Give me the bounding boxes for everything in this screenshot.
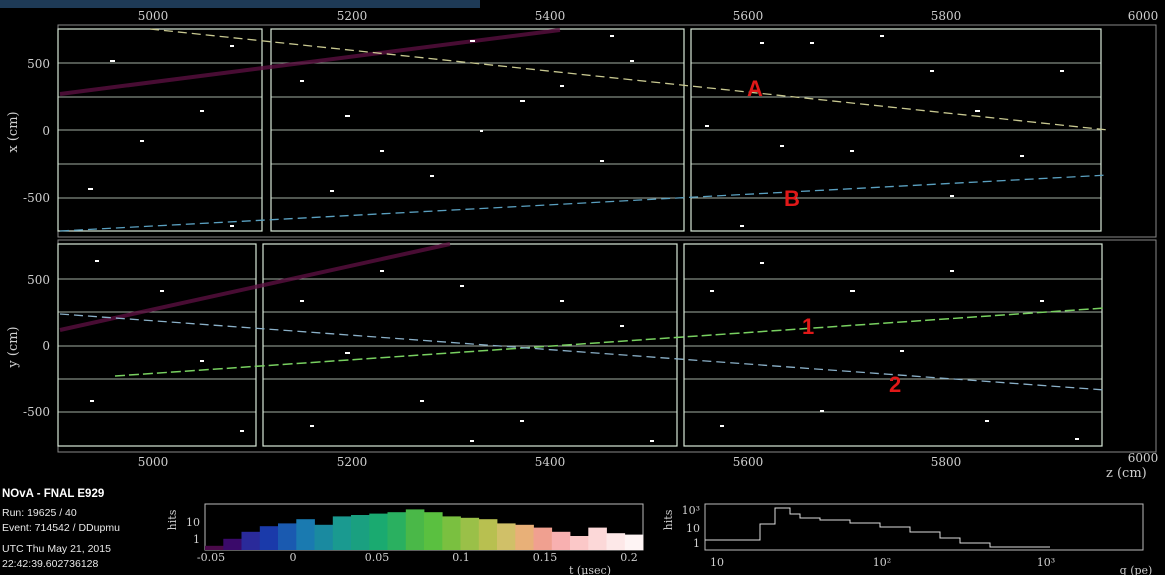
- time-hist-bar: [533, 527, 553, 550]
- time-hist-bar: [570, 536, 589, 550]
- yview-noise-hits: [90, 260, 1079, 442]
- run-number: Run: 19625 / 40: [2, 507, 77, 519]
- charge-hist-line: [705, 507, 1050, 548]
- event-number: Event: 714542 / DDupmu: [2, 522, 120, 534]
- xview-ytick: 0: [42, 124, 50, 138]
- charge-hist-ylabel: hits: [662, 509, 675, 530]
- yview-modules: [57, 243, 1103, 447]
- time-hist-xtick: -0.05: [197, 551, 225, 564]
- time-hist-bar: [278, 523, 297, 550]
- annotation-A: A: [747, 76, 763, 101]
- top-tick: 5200: [337, 9, 368, 23]
- charge-hist-ytick: 1: [693, 537, 700, 550]
- top-tick: 6000: [1128, 9, 1159, 23]
- z-axis-label: z (cm): [1106, 466, 1147, 481]
- detector-module: [262, 243, 678, 447]
- time-hist-xtick: 0.1: [452, 551, 470, 564]
- top-tick: 5600: [733, 9, 764, 23]
- time-hist-bar: [314, 524, 334, 550]
- xview-noise-hits: [88, 35, 1064, 227]
- event-time: 22:42:39.602736128: [2, 558, 99, 570]
- time-hist-bar: [387, 512, 407, 550]
- track-1: [114, 307, 1106, 377]
- top-tick: 5400: [535, 9, 566, 23]
- time-hist-bar: [551, 531, 571, 550]
- top-band: [0, 0, 480, 8]
- time-hist-bar: [624, 534, 644, 550]
- detector-module: [57, 243, 257, 447]
- bottom-tick: 5000: [138, 455, 169, 469]
- bottom-tick: 5600: [733, 455, 764, 469]
- event-date: UTC Thu May 21, 2015: [2, 543, 111, 555]
- top-tick: 5000: [138, 9, 169, 23]
- charge-hist-xtick: 10³: [1037, 556, 1055, 569]
- yview-ylabel: y (cm): [6, 326, 21, 368]
- track-2: [59, 313, 1106, 391]
- yview-ytick: 0: [42, 339, 50, 353]
- charge-hist-ytick: 10: [686, 522, 700, 535]
- time-hist-bar: [405, 509, 425, 550]
- yview-ytick: -500: [23, 405, 50, 419]
- time-hist-bars: [205, 509, 644, 550]
- track-cosmic-purple: [59, 28, 561, 96]
- xview-ytick: 500: [27, 57, 50, 71]
- time-hist-bar: [223, 538, 242, 550]
- bottom-tick: 5800: [931, 455, 962, 469]
- xview-ylabel: x (cm): [6, 111, 21, 152]
- time-hist-bar: [205, 545, 224, 550]
- annotation-2: 2: [889, 372, 901, 397]
- xview-frame: [57, 24, 1157, 238]
- time-hist-xtick: 0.05: [365, 551, 390, 564]
- time-hist-ytick: 1: [193, 533, 200, 546]
- track-B: [59, 174, 1109, 232]
- time-histogram: hits 10 1 -0.05 0 0.05 0.1 0.15 0.2 t (μ…: [166, 503, 644, 575]
- time-hist-bar: [515, 524, 534, 550]
- bottom-tick: 5200: [337, 455, 368, 469]
- track-cosmic-purple: [59, 242, 451, 332]
- time-hist-bar: [497, 523, 516, 550]
- charge-hist-xtick: 10²: [873, 556, 891, 569]
- bottom-tick: 5400: [535, 455, 566, 469]
- time-hist-bar: [478, 519, 498, 550]
- time-hist-xtick: 0: [290, 551, 297, 564]
- time-hist-bar: [369, 513, 388, 550]
- time-hist-bar: [332, 516, 352, 550]
- xview-plane-lines: [58, 62, 1101, 199]
- bottom-tick: 6000: [1128, 451, 1159, 465]
- xview-panel: x (cm) 500 0 -500 A B: [6, 24, 1157, 238]
- detector-module: [683, 243, 1103, 447]
- charge-hist-ytick: 10³: [682, 504, 700, 517]
- annotation-1: 1: [802, 314, 814, 339]
- top-axis: 5000 5200 5400 5600 5800 6000: [138, 9, 1159, 23]
- time-hist-bar: [296, 519, 315, 550]
- yview-ytick: 500: [27, 273, 50, 287]
- time-hist-bar: [241, 531, 261, 550]
- experiment-name: NOvA - FNAL E929: [2, 488, 105, 500]
- time-hist-bar: [351, 515, 370, 550]
- yview-panel: y (cm) 500 0 -500 1 2: [6, 239, 1157, 453]
- track-A: [149, 28, 1109, 131]
- xview-ytick: -500: [23, 191, 50, 205]
- charge-histogram: hits 10³ 10 1 10 10² 10³ q (pe): [662, 503, 1153, 575]
- time-hist-ytick: 10: [186, 516, 200, 529]
- yview-plane-lines: [58, 278, 1102, 413]
- bottom-axis: 5000 5200 5400 5600 5800 6000 z (cm): [138, 451, 1159, 481]
- time-hist-ylabel: hits: [166, 509, 179, 530]
- time-hist-bar: [442, 516, 461, 550]
- annotation-B: B: [784, 186, 800, 211]
- time-hist-xlabel: t (μsec): [569, 564, 611, 575]
- time-hist-bar: [424, 512, 443, 550]
- charge-hist-xtick: 10: [710, 556, 724, 569]
- charge-hist-xlabel: q (pe): [1120, 564, 1153, 575]
- time-hist-bar: [606, 533, 626, 550]
- time-hist-bar: [588, 527, 607, 550]
- time-hist-bar: [259, 526, 279, 550]
- top-tick: 5800: [931, 9, 962, 23]
- time-hist-bar: [460, 517, 480, 550]
- charge-hist-frame: [704, 503, 1144, 551]
- time-hist-xtick: 0.2: [620, 551, 638, 564]
- time-hist-xtick: 0.15: [533, 551, 558, 564]
